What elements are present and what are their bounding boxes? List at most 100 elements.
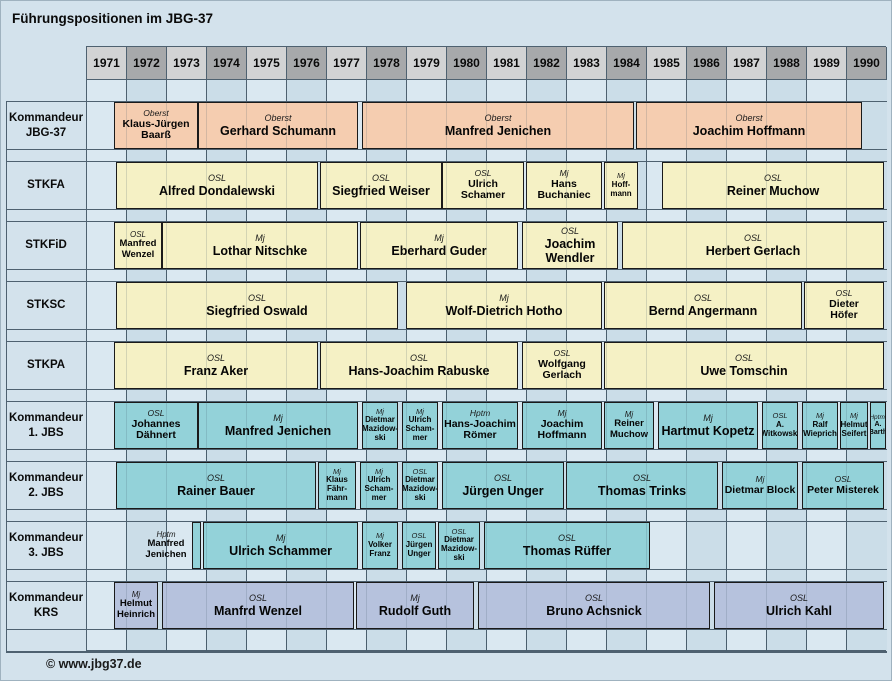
timeline-bar: Mj Helmut Seifert [840, 402, 868, 449]
bar-name: Dietmar Block [724, 483, 796, 496]
bar-rank: OSL [743, 233, 762, 244]
bar-rank: OSL [451, 526, 467, 536]
timeline-bar: OSL Dietmar Mazidow-ski [402, 462, 438, 509]
grid-line [6, 461, 887, 462]
timeline-bar: Mj Helmut Heinrich [114, 582, 158, 629]
bar-name: Wolf-Dietrich Hotho [445, 303, 563, 318]
timeline-bar: Mj Ulrich Schammer [203, 522, 358, 569]
timeline-bar: Mj Manfred Jenichen [198, 402, 358, 449]
bar-name: Uwe Tomschin [700, 363, 788, 378]
row-label: STKSC [6, 282, 86, 329]
grid-line [6, 161, 887, 162]
bar-rank: OSL [206, 353, 225, 364]
bar-rank: OSL [763, 173, 782, 184]
timeline-bar: Mj Klaus Fähr-mann [318, 462, 356, 509]
timeline-bar: OSL Bernd Angermann [604, 282, 802, 329]
grid-line [6, 149, 887, 150]
timeline-bar: Hptm Manfred Jenichen [142, 522, 190, 569]
bar-name: Gerlach [542, 369, 582, 382]
timeline-bar: Oberst Manfred Jenichen [362, 102, 634, 149]
year-header-cell: 1976 [287, 47, 327, 80]
bar-name: Hoff- [611, 179, 631, 189]
timeline-bar: OSL Manfrd Wenzel [162, 582, 354, 629]
timeline-bar: Mj Ulrich Scham-mer [360, 462, 398, 509]
bar-name: Seifert [841, 428, 867, 438]
row-label-line: Kommandeur [8, 531, 84, 544]
bar-name: Rudolf Guth [378, 603, 452, 618]
bar-rank: Mj [850, 411, 858, 421]
bar-name: mann [610, 188, 632, 198]
row-label-line: Kommandeur [8, 411, 84, 424]
row-label-line: 2. JBS [28, 486, 64, 499]
bar-rank: OSL [247, 293, 266, 304]
row-label: Kommandeur 3. JBS [6, 522, 86, 569]
year-header-cell: 1972 [127, 47, 167, 80]
bar-name: A. [874, 421, 882, 429]
bar-name: Jenichen [145, 549, 187, 561]
timeline-bar-segment [192, 522, 202, 569]
timeline-bar: Mj Hartmut Kopetz [658, 402, 758, 449]
year-header-cell: 1984 [607, 47, 647, 80]
bar-name: Ulrich [367, 475, 391, 485]
bar-name: Unger [407, 548, 431, 558]
timeline-bar: OSL Thomas Trinks [566, 462, 718, 509]
bar-rank: Mj [703, 413, 713, 424]
bar-rank: Hptm [469, 407, 491, 418]
bar-name: Thomas Rüffer [522, 543, 612, 558]
bar-name: ski [453, 553, 465, 563]
bar-rank: Mj [375, 466, 383, 476]
bar-name: Franz [369, 548, 391, 558]
timeline-bar: Mj Rudolf Guth [356, 582, 474, 629]
bar-name: Peter Misterek [807, 483, 879, 496]
bar-name: Reiner [614, 418, 644, 430]
row-label: Kommandeur 1. JBS [6, 402, 86, 449]
bar-name: Helmut [840, 419, 868, 429]
bar-rank: OSL [772, 411, 788, 421]
bar-name: mer [412, 433, 428, 443]
row-label-line: STKPA [26, 359, 66, 372]
bar-name: ski [414, 493, 426, 503]
bar-name: Witkowski [762, 428, 798, 438]
year-header-cell: 1981 [487, 47, 527, 80]
timeline-bar: Mj Dietmar Block [722, 462, 798, 509]
timeline-bar: OSL Wolfgang Gerlach [522, 342, 602, 389]
year-header-cell: 1990 [847, 47, 887, 80]
bar-name: Herbert Gerlach [705, 243, 801, 258]
timeline-bar: Mj Hoff-mann [604, 162, 638, 209]
timeline-bar: Mj Lothar Nitschke [162, 222, 358, 269]
row-label-line: KRS [33, 606, 59, 619]
bar-rank: OSL [371, 173, 390, 184]
bar-rank: OSL [206, 473, 225, 484]
bar-name: Siegfried Weiser [332, 183, 430, 198]
bar-rank: OSL [411, 531, 427, 541]
bar-name: Mazidow- [362, 424, 398, 434]
bar-name: Manfred [119, 238, 157, 250]
chart-title: Führungspositionen im JBG-37 [12, 11, 214, 26]
bar-rank: Hptm. [870, 413, 886, 421]
bar-rank: OSL [129, 230, 146, 240]
grid-line [6, 281, 887, 282]
year-header-cell: 1986 [687, 47, 727, 80]
row-label-line: Kommandeur [8, 111, 84, 124]
bar-rank: OSL [693, 293, 712, 304]
year-header-cell: 1985 [647, 47, 687, 80]
bar-rank: Hptm [156, 530, 176, 540]
bar-name: Eberhard Guder [391, 243, 487, 258]
bar-name: Siegfried Oswald [206, 303, 308, 318]
bar-name: Buchaniec [537, 189, 591, 202]
bar-rank: OSL [789, 593, 808, 604]
bar-name: Baarß [141, 129, 171, 142]
bar-name: Joachim Hoffmann [692, 123, 806, 138]
timeline-bar: Mj Dietmar Mazidow-ski [362, 402, 398, 449]
bar-name: Wolfgang [538, 357, 586, 370]
timeline-bar: Oberst Klaus-Jürgen Baarß [114, 102, 198, 149]
timeline-bar: OSL Dieter Höfer [804, 282, 884, 329]
row-label: Kommandeur 2. JBS [6, 462, 86, 509]
year-header-cell: 1978 [367, 47, 407, 80]
bar-name: A. [776, 419, 784, 429]
bar-name: Bernd Angermann [648, 303, 758, 318]
timeline-bar: Mj Ralf Wieprich [802, 402, 838, 449]
timeline-bar: OSL Uwe Tomschin [604, 342, 884, 389]
timeline-bar: Mj Joachim Hoffmann [522, 402, 602, 449]
bar-rank: Mj [255, 233, 265, 244]
